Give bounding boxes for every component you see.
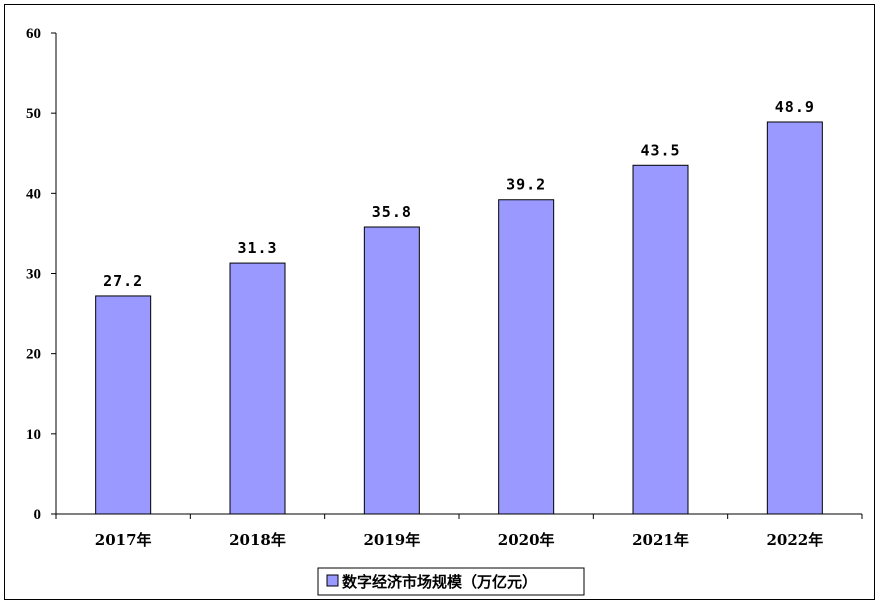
bar xyxy=(766,121,823,515)
y-tick-label: 40 xyxy=(26,186,41,202)
x-axis: 2017年 2018年 2019年 2020年 2021年 2022年 xyxy=(55,513,863,549)
x-tick-label: 2017年 xyxy=(95,531,152,549)
bar xyxy=(498,199,555,515)
x-tick-label: 2022年 xyxy=(766,531,823,549)
bars xyxy=(95,121,823,515)
y-axis: 0 10 20 30 40 50 60 xyxy=(26,26,57,523)
bar-value-label: 43.5 xyxy=(640,141,680,159)
x-tick-label: 2020年 xyxy=(498,531,555,549)
y-tick-label: 20 xyxy=(26,347,41,363)
bar xyxy=(229,262,286,515)
y-tick-label: 10 xyxy=(26,427,41,443)
legend: 数字经济市场规模（万亿元） xyxy=(317,567,585,596)
bar-value-label: 27.2 xyxy=(103,272,143,290)
bar-value-label: 35.8 xyxy=(372,203,412,221)
bar xyxy=(95,295,152,515)
bar-value-label: 31.3 xyxy=(237,239,277,257)
legend-box xyxy=(317,567,585,596)
bar-value-label: 48.9 xyxy=(775,98,815,116)
x-tick-label: 2021年 xyxy=(632,531,689,549)
y-tick-label: 30 xyxy=(26,267,41,283)
y-tick-label: 50 xyxy=(26,106,41,122)
y-tick-label: 0 xyxy=(34,507,42,523)
data-labels: 27.2 31.3 35.8 39.2 43.5 48.9 xyxy=(103,98,815,290)
x-tick-label: 2018年 xyxy=(229,531,286,549)
bar-value-label: 39.2 xyxy=(506,176,546,194)
y-tick-label: 60 xyxy=(26,26,41,42)
x-tick-label: 2019年 xyxy=(363,531,420,549)
legend-swatch xyxy=(326,574,339,587)
bar xyxy=(632,164,689,515)
legend-label: 数字经济市场规模（万亿元） xyxy=(342,573,537,591)
bar xyxy=(363,226,420,515)
